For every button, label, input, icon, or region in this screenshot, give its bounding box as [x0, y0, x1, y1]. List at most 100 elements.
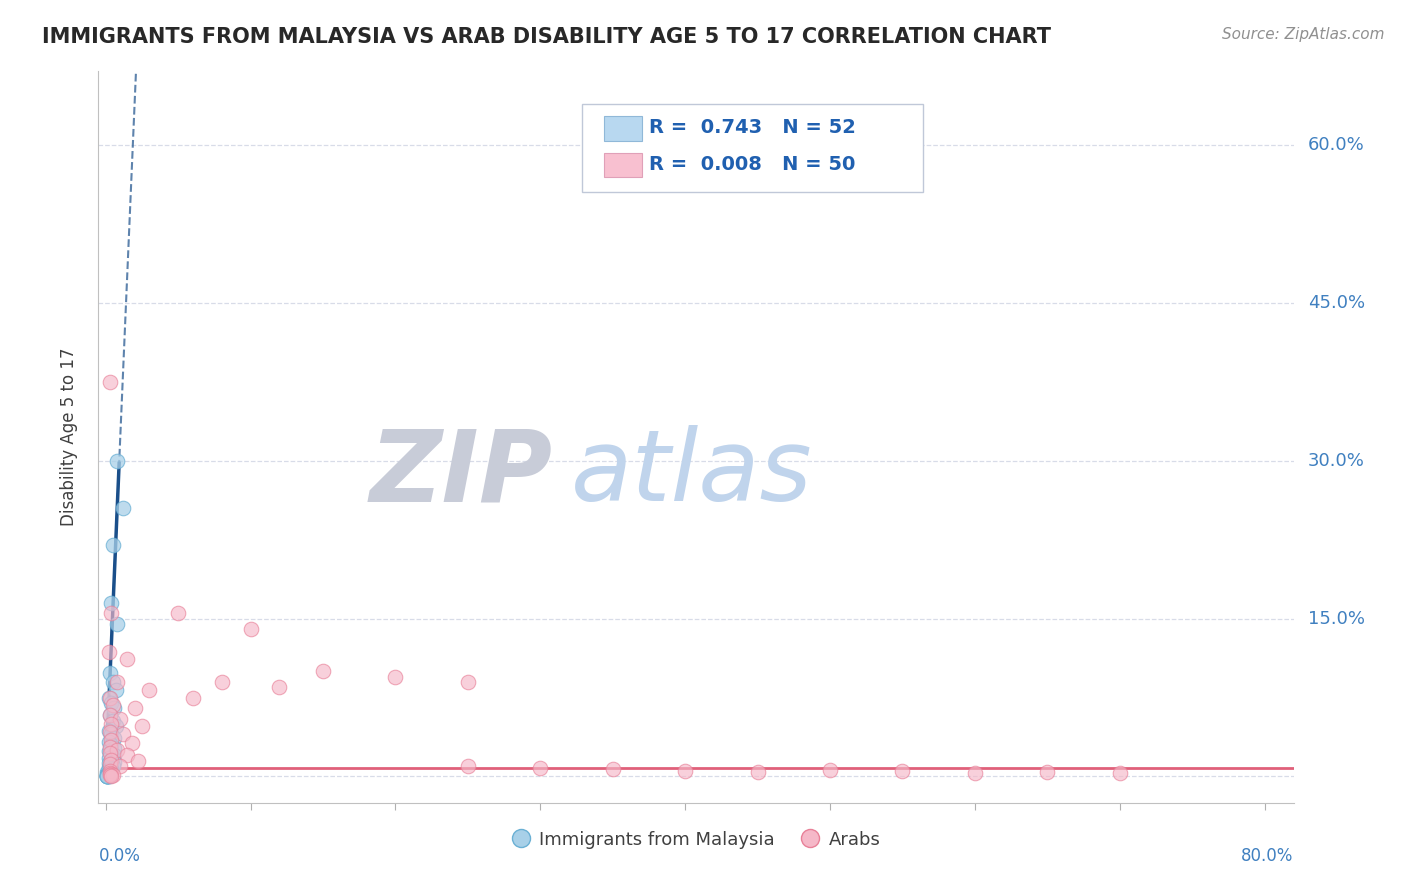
Point [100, 753, 122, 767]
Point [101, 674, 124, 689]
Point [104, 719, 127, 733]
Point [100, 767, 122, 781]
Point [96, 770, 118, 784]
FancyBboxPatch shape [605, 153, 643, 178]
Text: 45.0%: 45.0% [1308, 293, 1365, 312]
Point [100, 732, 122, 747]
Point [98, 764, 121, 779]
Point [98, 725, 121, 739]
Point [747, 765, 769, 780]
Point [97, 760, 120, 774]
Point [97, 767, 120, 781]
Point [97, 735, 120, 749]
Point [124, 701, 146, 715]
Text: R =  0.008   N = 50: R = 0.008 N = 50 [650, 154, 856, 174]
Point [100, 607, 122, 621]
Point [112, 501, 135, 516]
Point [100, 753, 122, 767]
Point [105, 616, 128, 631]
Text: Source: ZipAtlas.com: Source: ZipAtlas.com [1222, 27, 1385, 42]
Point [97, 766, 120, 780]
Point [98, 739, 121, 754]
Point [98, 768, 121, 782]
Point [211, 674, 233, 689]
Text: atlas: atlas [571, 425, 813, 522]
FancyBboxPatch shape [582, 104, 922, 192]
Point [97, 645, 120, 659]
Point [98, 708, 121, 723]
Point [121, 736, 143, 750]
Point [101, 698, 124, 712]
Point [101, 538, 124, 552]
Point [97, 750, 120, 764]
Point [98, 761, 121, 775]
Point [673, 764, 696, 779]
Point [891, 764, 914, 779]
Point [103, 731, 125, 745]
Point [98, 666, 121, 681]
Point [103, 755, 125, 769]
Point [97, 690, 120, 705]
Point [529, 761, 551, 775]
Y-axis label: Disability Age 5 to 17: Disability Age 5 to 17 [59, 348, 77, 526]
Point [602, 762, 624, 776]
Point [131, 719, 153, 733]
Point [98, 756, 121, 771]
Point [96, 765, 118, 780]
Point [104, 683, 127, 698]
Point [1036, 765, 1059, 780]
Point [457, 674, 479, 689]
Point [818, 763, 841, 777]
Point [98, 708, 121, 723]
Point [98, 768, 121, 782]
Point [312, 665, 335, 679]
Point [97, 756, 120, 770]
Point [963, 766, 986, 780]
Point [100, 738, 122, 752]
Point [97, 770, 120, 784]
Point [103, 748, 125, 763]
Point [96, 770, 118, 784]
FancyBboxPatch shape [605, 116, 643, 141]
Point [101, 768, 124, 782]
Point [384, 669, 406, 683]
Point [98, 747, 121, 761]
Point [96, 767, 118, 781]
Point [96, 770, 118, 784]
Point [96, 770, 118, 784]
Point [100, 765, 122, 780]
Point [98, 768, 121, 782]
Point [97, 724, 120, 739]
Point [98, 690, 121, 705]
Point [100, 727, 122, 741]
Point [108, 712, 131, 726]
Point [101, 759, 124, 773]
Point [167, 607, 190, 621]
Point [117, 748, 139, 763]
Point [97, 763, 120, 777]
Point [98, 766, 121, 780]
Point [112, 727, 135, 741]
Point [100, 747, 122, 761]
Point [103, 701, 125, 715]
Point [100, 717, 122, 731]
Text: ZIP: ZIP [370, 425, 553, 522]
Text: 15.0%: 15.0% [1308, 609, 1365, 628]
Point [97, 744, 120, 758]
Point [98, 764, 121, 779]
Point [117, 651, 139, 665]
Point [100, 596, 122, 610]
Point [457, 759, 479, 773]
Point [103, 741, 125, 756]
Point [96, 770, 118, 784]
Point [239, 622, 262, 636]
Point [105, 743, 128, 757]
Point [1108, 766, 1130, 780]
Point [97, 770, 120, 784]
Text: 80.0%: 80.0% [1241, 847, 1294, 864]
Point [105, 674, 128, 689]
Point [105, 454, 128, 468]
Point [96, 768, 118, 782]
Text: 0.0%: 0.0% [98, 847, 141, 864]
Text: R =  0.743   N = 52: R = 0.743 N = 52 [650, 118, 856, 137]
